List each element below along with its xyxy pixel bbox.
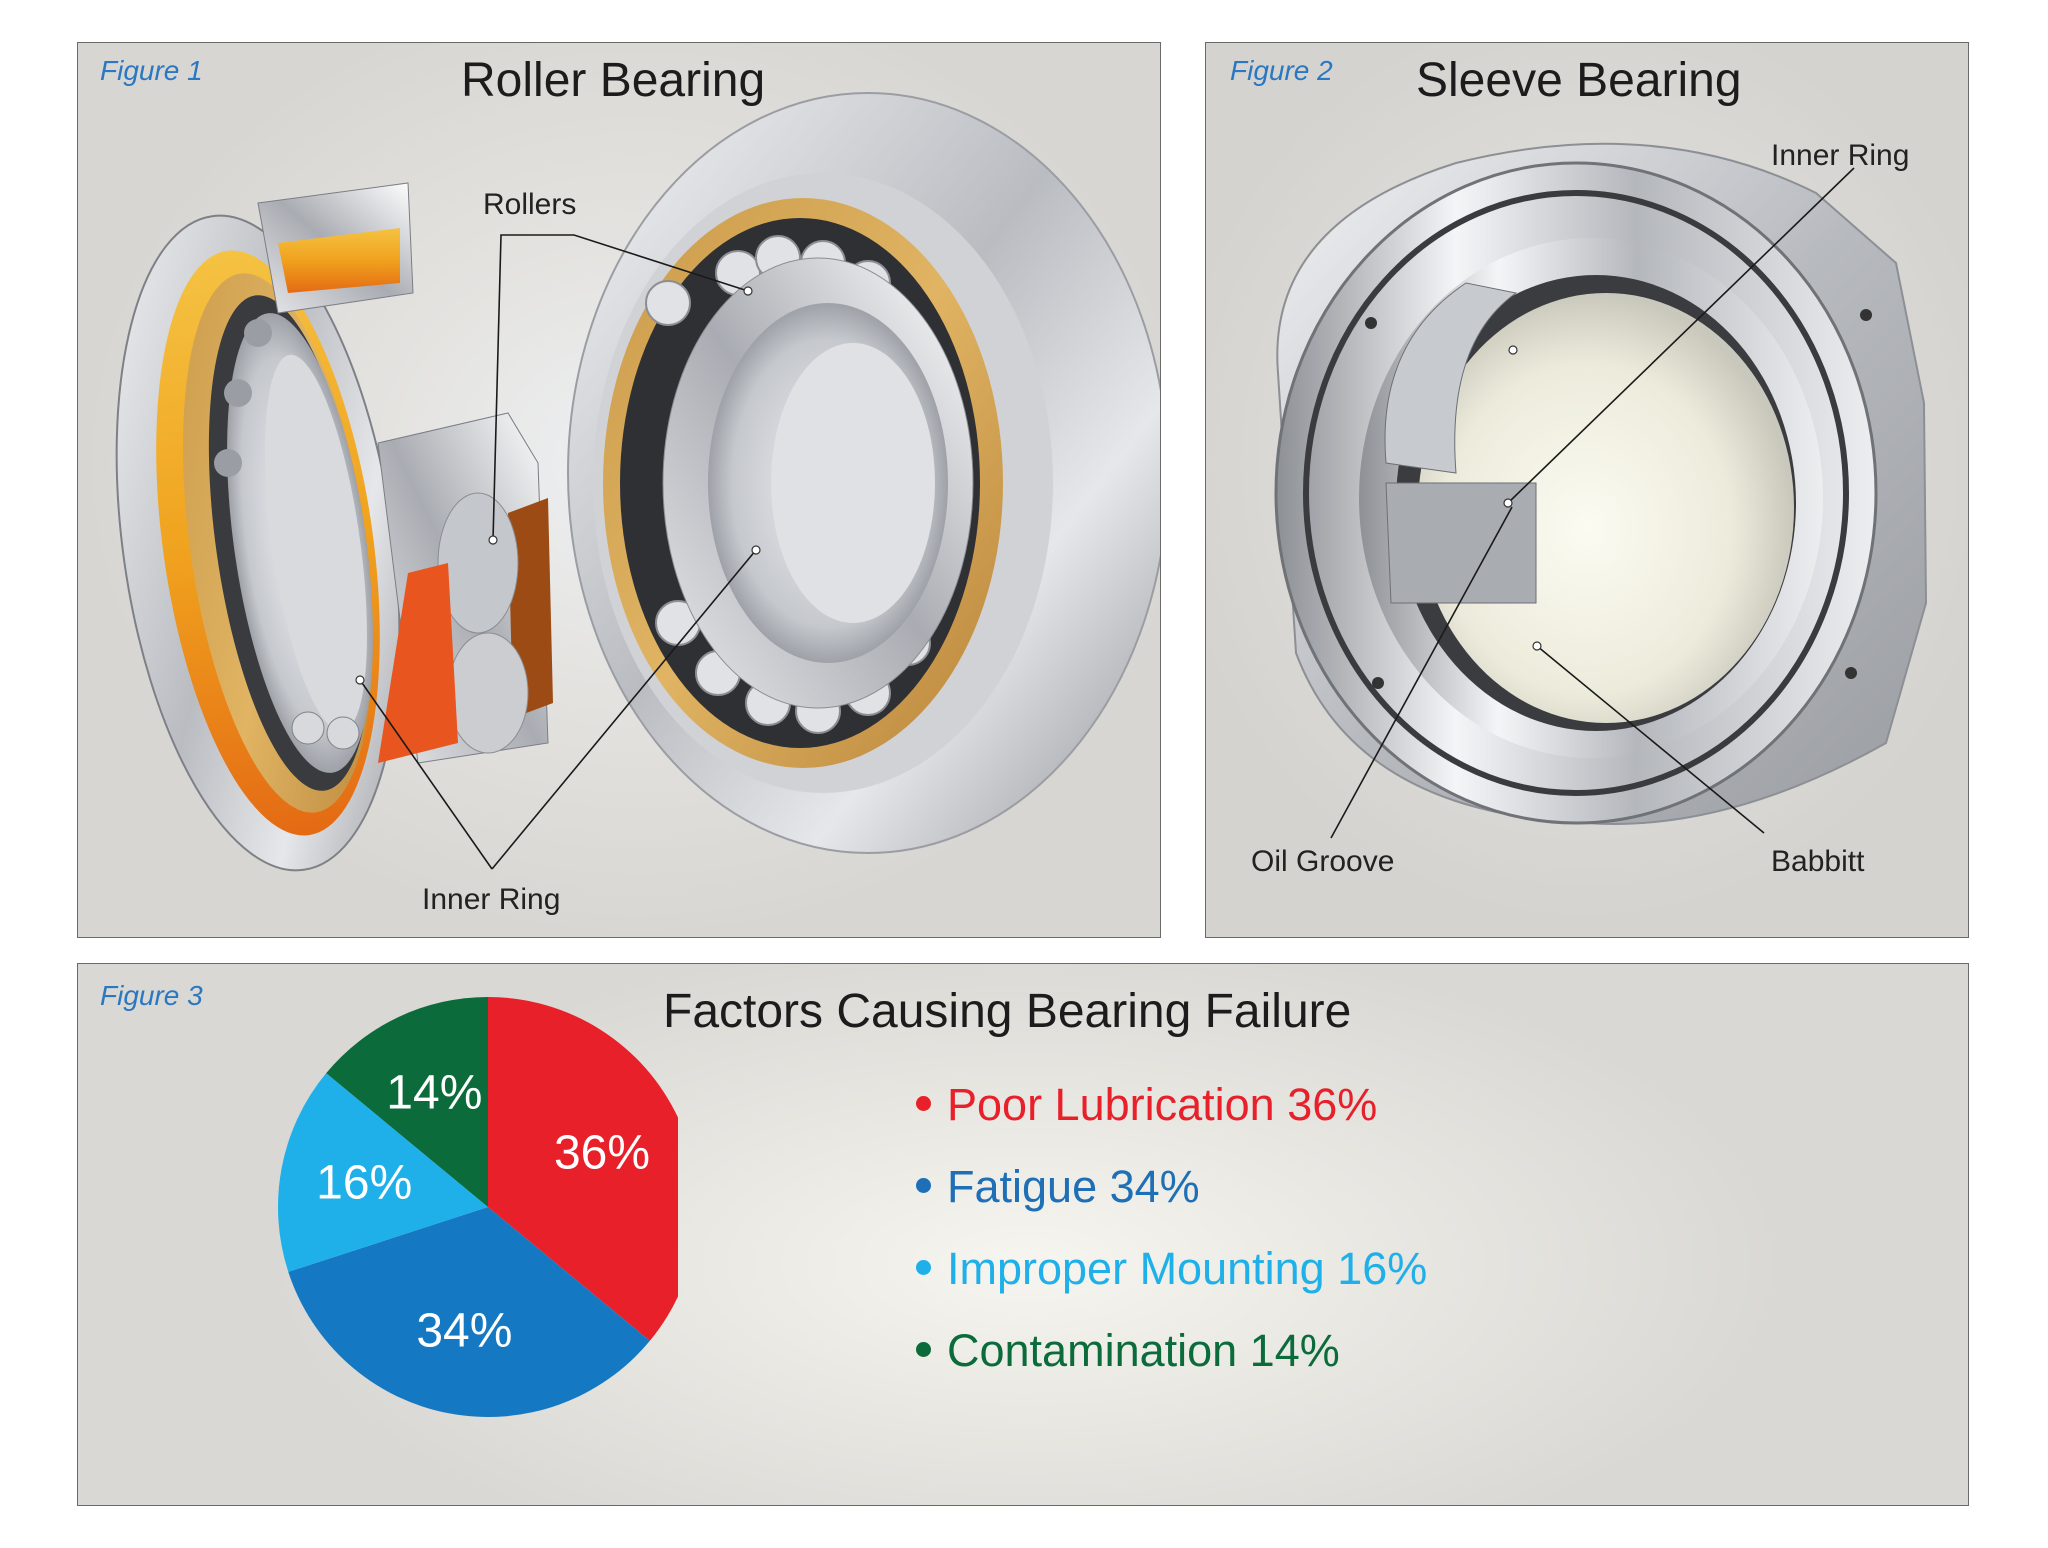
pie-label-contamination: 14% xyxy=(386,1066,483,1120)
failure-pie-chart xyxy=(278,997,678,1417)
oil-groove-callout: Oil Groove xyxy=(1251,845,1395,878)
legend-text: Contamination 14% xyxy=(947,1325,1340,1376)
pie-label-fatigue: 34% xyxy=(416,1304,513,1358)
sleeve-callout-lines xyxy=(1330,167,1855,839)
sleeve-bearing-housing xyxy=(1274,142,1928,825)
figure-2-title: Sleeve Bearing xyxy=(1416,54,1742,107)
figure-1-title: Roller Bearing xyxy=(461,54,766,107)
legend-text: Poor Lubrication 36% xyxy=(947,1079,1378,1130)
figure-1-panel: Figure 1 Roller Bearing xyxy=(77,42,1161,938)
inner-ring-callout: Inner Ring xyxy=(1771,139,1910,172)
assembled-bearing xyxy=(567,92,1160,854)
legend-item-poor-lubrication: Poor Lubrication 36% xyxy=(916,1079,1377,1131)
figure-3-panel: Figure 3 Factors Causing Bearing Failure… xyxy=(77,963,1969,1506)
rollers-callout: Rollers xyxy=(483,188,577,221)
figure-3-title: Factors Causing Bearing Failure xyxy=(663,985,1352,1038)
pie-slice-contamination xyxy=(326,997,488,1207)
legend-dot xyxy=(916,1177,931,1193)
pie-slice-fatigue xyxy=(288,1207,650,1417)
sleeve-bearing-illustration xyxy=(1274,142,1928,839)
roller-bearing-illustration xyxy=(115,92,1160,872)
babbitt-callout: Babbitt xyxy=(1771,845,1865,878)
inner-ring-callout: Inner Ring xyxy=(422,883,561,916)
pie-slice-poor-lubrication xyxy=(488,997,678,1341)
figure-2-label: Figure 2 xyxy=(1230,55,1333,86)
legend-item-fatigue: Fatigue 34% xyxy=(916,1161,1200,1213)
figure-3-label: Figure 3 xyxy=(100,980,203,1011)
legend-text: Improper Mounting 16% xyxy=(947,1243,1428,1294)
legend-item-contamination: Contamination 14% xyxy=(916,1325,1340,1377)
cutaway-bearing xyxy=(115,182,553,872)
legend-dot xyxy=(916,1095,931,1111)
figure-2-panel: Figure 2 Sleeve Bearing xyxy=(1205,42,1969,938)
legend-dot xyxy=(916,1341,931,1357)
pie-slice-improper-mounting xyxy=(278,1073,488,1272)
roller-callout-lines xyxy=(359,234,757,870)
legend-text: Fatigue 34% xyxy=(947,1161,1200,1212)
legend-item-improper-mounting: Improper Mounting 16% xyxy=(916,1243,1427,1295)
legend-dot xyxy=(916,1259,931,1275)
pie-label-improper-mounting: 16% xyxy=(316,1156,413,1210)
figure-1-label: Figure 1 xyxy=(100,55,203,86)
pie-label-poor-lubrication: 36% xyxy=(553,1126,651,1180)
